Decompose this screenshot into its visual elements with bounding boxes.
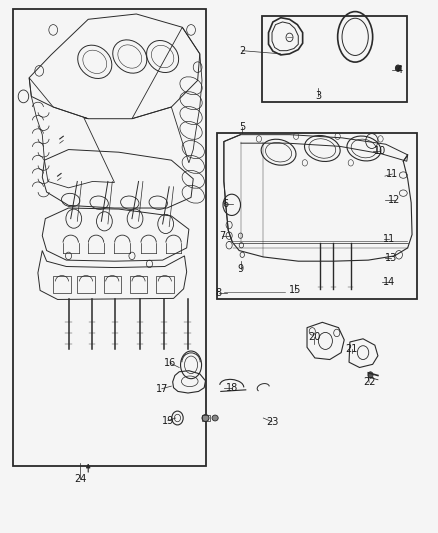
Text: 15: 15: [288, 285, 300, 295]
Bar: [217, 133, 417, 300]
Bar: [12, 9, 206, 466]
Bar: [201, 415, 209, 421]
Bar: [155, 276, 173, 293]
Circle shape: [367, 372, 372, 378]
Text: 13: 13: [384, 253, 396, 263]
Bar: [53, 276, 71, 293]
Bar: [262, 15, 406, 102]
Bar: [77, 276, 95, 293]
Text: 10: 10: [373, 146, 385, 156]
Text: 24: 24: [74, 474, 86, 484]
Bar: [130, 276, 147, 293]
Text: 8: 8: [215, 288, 221, 298]
Text: 12: 12: [388, 195, 400, 205]
Circle shape: [395, 65, 400, 71]
Text: 20: 20: [307, 332, 319, 342]
Text: 11: 11: [385, 169, 398, 179]
Text: 22: 22: [362, 377, 374, 387]
Text: 23: 23: [265, 417, 278, 427]
Text: 7: 7: [219, 231, 225, 241]
Text: 17: 17: [155, 384, 168, 394]
Bar: [103, 276, 121, 293]
Ellipse shape: [212, 415, 218, 421]
Text: 3: 3: [314, 91, 321, 101]
Text: 14: 14: [382, 278, 395, 287]
Text: 4: 4: [396, 65, 402, 75]
Text: 6: 6: [222, 199, 228, 209]
Text: 19: 19: [161, 416, 173, 426]
Text: 5: 5: [239, 122, 245, 132]
Text: 2: 2: [239, 46, 245, 55]
Text: 9: 9: [237, 264, 243, 273]
Text: 16: 16: [164, 358, 176, 368]
Text: 21: 21: [345, 344, 357, 354]
Ellipse shape: [201, 415, 208, 422]
Text: 18: 18: [225, 383, 237, 393]
Text: 11: 11: [382, 234, 395, 244]
